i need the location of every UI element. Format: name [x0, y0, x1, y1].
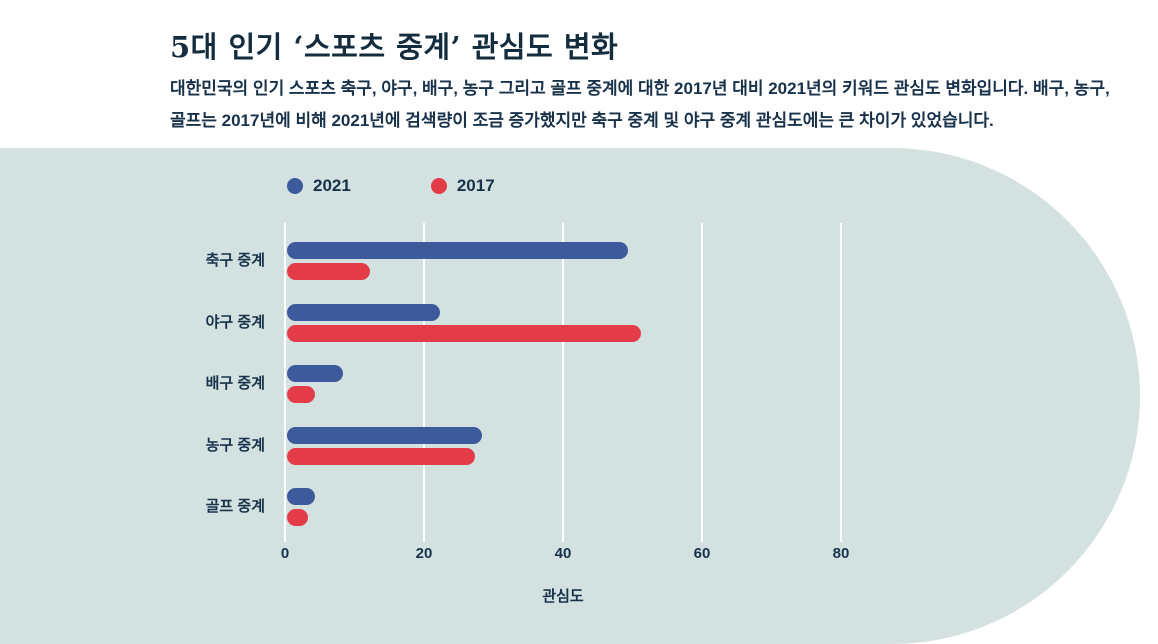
bar-2021-축구-중계	[287, 242, 628, 259]
category-label-1: 야구 중계	[205, 313, 265, 331]
x-tick-label-0: 0	[280, 545, 290, 562]
x-tick-label-60: 60	[693, 545, 711, 562]
legend-dot-2017-icon	[430, 178, 447, 194]
category-label-2: 배구 중계	[205, 375, 265, 392]
bar-2017-축구-중계	[287, 263, 371, 280]
bar-2017-골프-중계	[287, 509, 308, 526]
page-title: 5대 인기 ‘스포츠 중계’ 관심도 변화	[170, 30, 619, 65]
bar-2017-야구-중계	[287, 324, 642, 342]
gridline-x-20	[423, 223, 425, 542]
category-label-3: 농구 중계	[205, 436, 265, 454]
bar-2021-농구-중계	[287, 426, 482, 444]
x-tick-label-40: 40	[554, 545, 572, 562]
bar-2021-야구-중계	[287, 303, 440, 321]
x-tick-label-20: 20	[415, 545, 433, 562]
gridline-x-60	[701, 223, 703, 542]
bar-2017-배구-중계	[287, 386, 315, 403]
bar-2021-골프-중계	[287, 488, 315, 505]
category-label-4: 골프 중계	[205, 498, 265, 515]
category-label-0: 축구 중계	[205, 252, 265, 269]
bar-2021-배구-중계	[287, 365, 343, 382]
legend-item-2021: 2021	[287, 176, 351, 196]
bar-2017-농구-중계	[287, 447, 475, 465]
legend-item-2017: 2017	[430, 176, 495, 196]
chart-legend: 2021 2017	[287, 176, 495, 196]
x-tick-label-80: 80	[832, 545, 850, 562]
gridline-x-80	[840, 223, 842, 542]
legend-label-2017: 2017	[456, 176, 495, 195]
gridline-x-0	[284, 223, 286, 542]
chart-description: 대한민국의 인기 스포츠 축구, 야구, 배구, 농구 그리고 골프 중계에 대…	[170, 79, 1110, 130]
x-axis-label: 관심도	[542, 588, 584, 605]
legend-dot-2021-icon	[287, 178, 303, 194]
gridline-x-40	[562, 223, 564, 542]
legend-label-2021: 2021	[313, 176, 351, 195]
